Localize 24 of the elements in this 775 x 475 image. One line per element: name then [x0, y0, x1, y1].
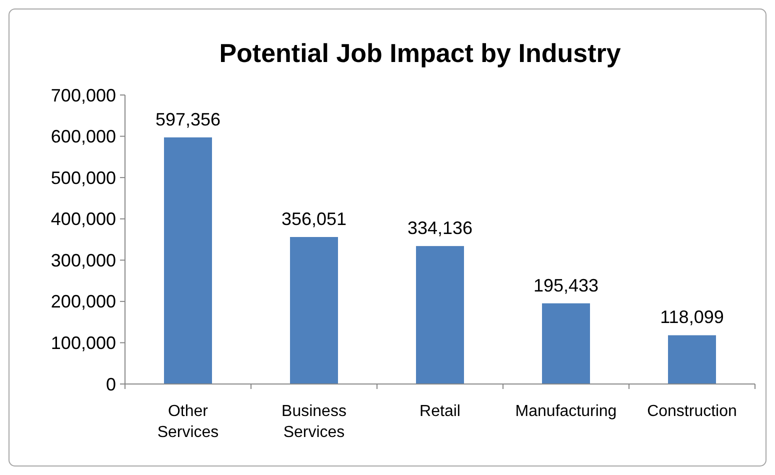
- data-label: 118,099: [660, 307, 724, 328]
- y-tick-label: 300,000: [50, 250, 116, 270]
- x-tick-label: Construction: [647, 403, 737, 420]
- x-tick-label: Business Services: [282, 403, 346, 441]
- bar: [290, 237, 338, 384]
- data-label: 195,433: [533, 275, 599, 296]
- bar: [668, 335, 716, 384]
- x-tick-label: Retail: [420, 403, 460, 420]
- y-tick-label: 700,000: [50, 85, 116, 106]
- x-tick-label: Other Services: [157, 403, 219, 441]
- y-tick-label: 200,000: [50, 292, 116, 312]
- bar: [542, 303, 590, 384]
- data-label: 334,136: [407, 218, 473, 238]
- y-tick-label: 500,000: [50, 168, 116, 188]
- bar: [164, 137, 212, 384]
- y-tick-label: 100,000: [50, 333, 116, 354]
- x-tick-label: Manufacturing: [515, 403, 617, 420]
- y-tick-label: 400,000: [50, 209, 116, 230]
- bar: [416, 246, 464, 384]
- data-label: 356,051: [281, 209, 347, 229]
- data-label: 597,356: [155, 109, 221, 130]
- y-tick-label: 0: [106, 374, 116, 394]
- y-tick-label: 600,000: [50, 126, 116, 147]
- chart-title: Potential Job Impact by Industry: [219, 38, 622, 68]
